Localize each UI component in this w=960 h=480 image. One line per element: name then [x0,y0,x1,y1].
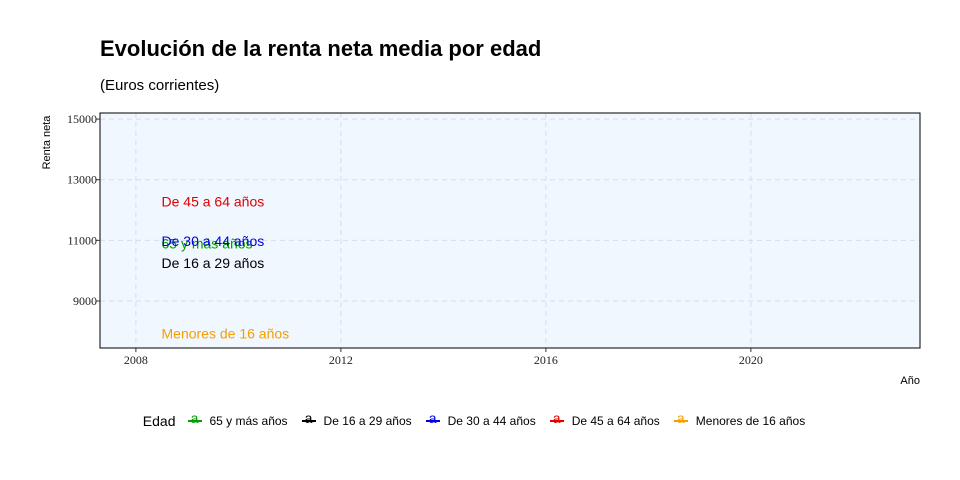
axis-ticks: 2008 2012 2016 2020 9000 11000 13000 15000 [67,112,763,367]
legend-key-line [301,420,316,422]
plot-background [100,113,920,348]
legend-key-glyph: a [676,410,685,426]
x-axis-title: Año [900,375,920,387]
legend-label: Menores de 16 años [695,414,806,428]
legend-key: a [672,410,690,430]
legend-key: a [186,410,204,430]
legend-key-line [673,420,688,422]
legend-key-glyph: a [304,410,313,426]
legend-label: De 16 a 29 años [323,414,412,428]
legend-key-line [187,420,202,422]
legend-key: a [300,410,318,430]
y-axis-title: Renta neta [41,115,53,170]
legend-label: De 30 a 44 años [447,414,536,428]
grid-lines [100,113,920,348]
legend-item: a 65 y más años [186,410,288,430]
legend-item: a Menores de 16 años [672,410,806,430]
series-label: De 16 a 29 años [162,255,265,271]
legend-key-glyph: a [428,410,437,426]
legend-key-line [425,420,440,422]
legend-item: a De 30 a 44 años [424,410,536,430]
legend-item: a De 16 a 29 años [300,410,412,430]
series-label: De 30 a 44 años [162,233,265,249]
legend-key-glyph: a [552,410,561,426]
y-tick-label: 9000 [73,294,97,308]
chart-subtitle: (Euros corrientes) [100,77,220,94]
y-tick-label: 13000 [67,173,97,187]
series-label: Menores de 16 años [162,325,290,341]
y-tick-label: 11000 [67,233,97,247]
legend-key: a [424,410,442,430]
plot-border [99,112,921,349]
legend-label: De 45 a 64 años [571,414,660,428]
legend-key: a [548,410,566,430]
legend-title: Edad [142,413,176,429]
legend-item: a De 45 a 64 años [548,410,660,430]
series-labels: 65 y más años De 16 a 29 años De 30 a 44 a… [162,194,290,342]
series-label: De 45 a 64 años [162,194,265,210]
x-tick-label: 2020 [739,353,763,367]
y-tick-label: 15000 [67,112,97,126]
x-tick-label: 2016 [534,353,558,367]
chart-title: Evolución de la renta neta media por eda… [100,36,542,61]
legend-key-line [549,420,564,422]
x-tick-label: 2012 [329,353,353,367]
legend-label: 65 y más años [209,414,288,428]
legend-items: a 65 y más años a De 16 a 29 años a De 30 a 4… [186,410,818,430]
series-label: 65 y más años [162,235,253,251]
legend: Edad a 65 y más años a De 16 a 29 años a De 3… [0,410,960,430]
legend-key-glyph: a [190,410,199,426]
x-tick-label: 2008 [124,353,148,367]
